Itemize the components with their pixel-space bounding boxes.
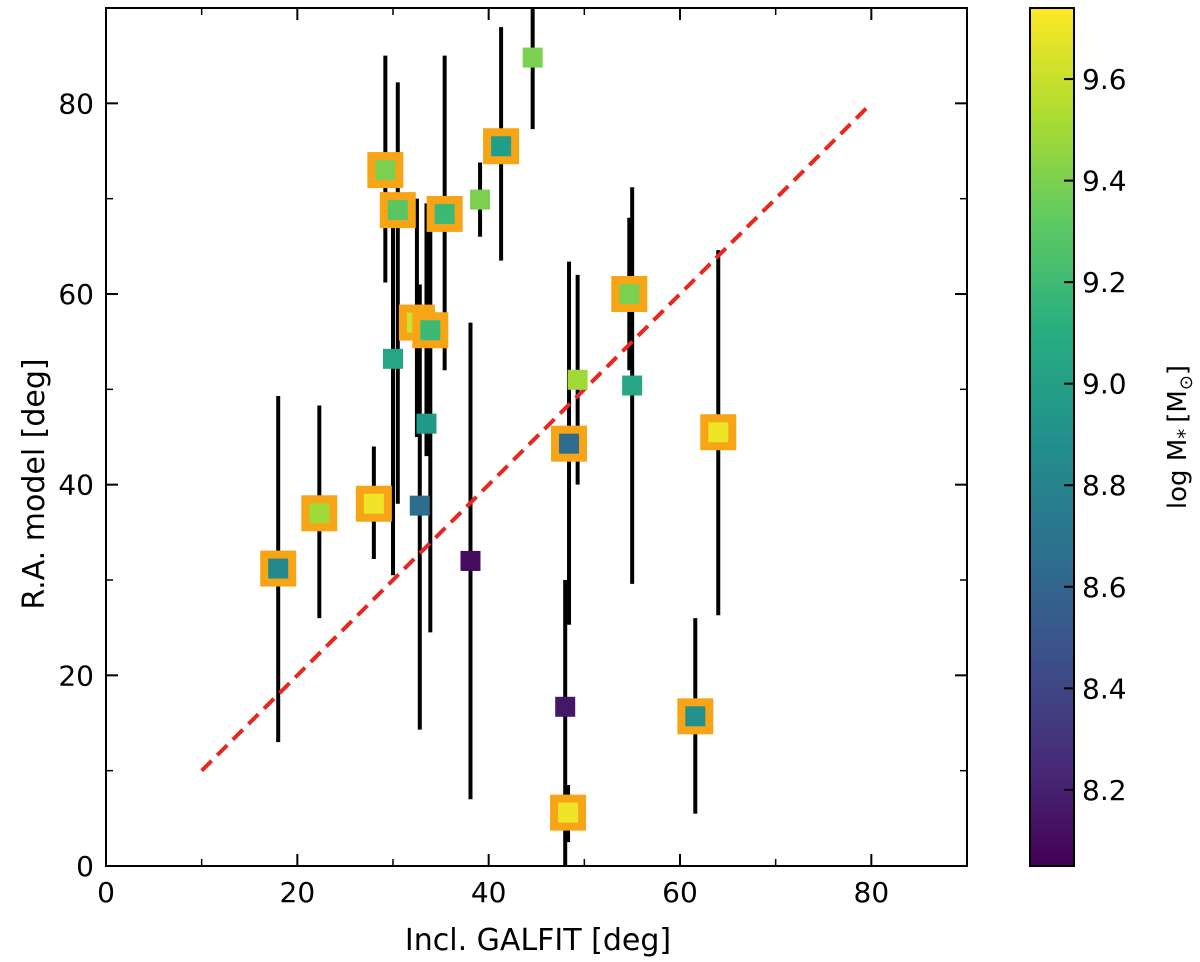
colorbar-gradient [1029,7,1075,867]
reference-line [200,101,873,773]
x-tick-label: 80 [854,876,890,909]
colorbar-title-sub: * [1173,429,1197,439]
y-tick-label: 80 [58,87,94,120]
colorbar-tick-label: 8.6 [1082,571,1127,604]
data-point [567,369,588,390]
data-point [420,320,441,341]
colorbar-title: log M* [M⊙] [1163,365,1197,509]
y-tick-label: 0 [76,850,94,883]
data-point [555,696,576,717]
y-axis-title: R.A. model [deg] [17,358,52,609]
data-point [434,203,455,224]
colorbar-tick-label: 9.6 [1082,63,1127,96]
colorbar-title-main: log M [1163,439,1193,509]
colorbar-tick-label: 8.8 [1082,469,1127,502]
colorbar-title-close: ] [1163,365,1193,375]
data-point [309,503,330,524]
y-tick-label: 20 [58,659,94,692]
data-point [470,189,491,210]
colorbar-tick-label: 9.4 [1082,165,1127,198]
colorbar-tick-label: 8.2 [1082,774,1127,807]
data-point [708,422,729,443]
x-tick-label: 0 [97,876,115,909]
data-point [375,160,396,181]
x-axis-title: Incl. GALFIT [deg] [405,923,671,958]
colorbar-tick-label: 9.2 [1082,266,1127,299]
data-point [268,558,289,579]
data-point [416,413,437,434]
data-point [685,706,706,727]
data-point [619,284,640,304]
colorbar-tick-label: 8.4 [1082,672,1127,705]
data-point [460,550,481,571]
plot-area: 0 20 40 60 80 0 20 40 60 80 [58,7,968,909]
x-tick-label: 20 [280,876,316,909]
y-tick-label: 60 [58,278,94,311]
colorbar-title-unit-sub: ⊙ [1176,375,1197,390]
data-point [558,802,579,823]
colorbar: 8.2 8.4 8.6 8.8 9.0 9.2 9.4 9.6 [1029,7,1127,867]
colorbar-title-unit: [M [1163,390,1193,423]
data-point [491,136,512,157]
data-point [387,200,408,221]
x-tick-label: 40 [471,876,507,909]
data-point [383,348,403,369]
x-tick-label: 60 [662,876,698,909]
data-point [522,47,543,68]
data-point [622,375,643,396]
axes-frame [105,7,968,867]
data-point [409,495,430,516]
data-point [363,493,384,514]
data-point [559,433,580,454]
y-tick-label: 40 [58,469,94,502]
colorbar-tick-label: 9.0 [1082,368,1127,401]
plot-content [200,8,873,866]
